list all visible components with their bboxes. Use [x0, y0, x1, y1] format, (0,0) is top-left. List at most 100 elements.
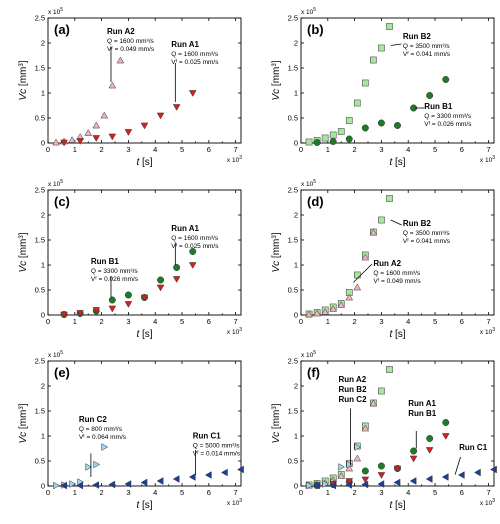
- plot-frame: [47, 17, 242, 144]
- y-tick-label: 1: [41, 261, 45, 270]
- x-axis-var: t: [136, 329, 142, 340]
- run-label: Run B1: [424, 102, 453, 111]
- data-point-a1: [140, 294, 149, 302]
- x-tick-label: 7: [487, 145, 491, 154]
- y-axis-unit-close: ]: [18, 403, 29, 406]
- data-point-c1: [409, 477, 417, 485]
- x-tick-label: 2: [353, 488, 357, 497]
- y-tick-label: 1.5: [288, 236, 298, 245]
- y-tick-label: 1: [294, 261, 298, 270]
- run-flow-rate: Q = 3300 mm³/s: [424, 113, 472, 120]
- y-axis-var: Vc: [18, 86, 29, 100]
- x-axis-var: t: [389, 500, 395, 511]
- run-label: Run C2: [339, 395, 368, 404]
- x-tick-label: 1: [73, 145, 77, 154]
- data-point-a1: [172, 276, 181, 283]
- x-scale-note: x 103: [480, 498, 495, 507]
- run-flow-rate: Q = 1600 mm³/s: [171, 51, 219, 58]
- data-point-c1: [377, 480, 385, 488]
- data-point-c1: [313, 481, 320, 490]
- x-tick-label: 6: [460, 488, 464, 497]
- data-point-b1: [442, 76, 450, 83]
- annotation-leader: [454, 456, 461, 475]
- data-point-b1: [108, 296, 116, 304]
- x-scale-note: x 103: [480, 327, 495, 336]
- run-velocity: Vᶠ = 0.025 mm/s: [171, 59, 219, 66]
- data-point-c2: [101, 443, 109, 451]
- x-tick-label: 2: [100, 488, 104, 497]
- y-tick-label: 0: [294, 311, 298, 320]
- panel-a: 0 1 2 3 4 5 6 7 0 0.5 1 1.5 2 2.5x 105 x 103 t [s] Vc [m…: [18, 7, 242, 168]
- y-axis-var: Vc: [271, 86, 282, 100]
- y-axis-unit-close: ]: [271, 403, 282, 406]
- panel-b: 0 1 2 3 4 5 6 7 0 0.5 1 1.5 2 2.5x 105 x 103 t [s] Vc [m…: [271, 7, 495, 168]
- x-axis-var: t: [389, 157, 395, 168]
- data-point-b1: [124, 291, 132, 299]
- y-tick-label: 2.5: [35, 14, 45, 23]
- y-tick-label: 1: [294, 432, 298, 441]
- y-axis-label: Vc [mm3]: [271, 232, 282, 272]
- y-axis-var: Vc: [18, 429, 29, 443]
- run-label: Run B2: [339, 385, 368, 394]
- data-point-c1: [108, 480, 116, 489]
- data-point-b1: [394, 122, 401, 129]
- data-point-b2: [378, 216, 385, 224]
- x-tick-label: 7: [487, 488, 491, 497]
- run-flow-rate: Q = 800 mm³/s: [79, 426, 123, 433]
- x-tick-label: 6: [460, 145, 464, 154]
- data-point-a1: [441, 433, 450, 440]
- data-point-a1: [108, 133, 117, 141]
- y-tick-label: 1.5: [35, 407, 45, 416]
- run-velocity: Vᶠ = 0.041 mm/s: [403, 51, 451, 58]
- x-tick-label: 5: [180, 317, 184, 326]
- data-point-b1: [361, 124, 369, 132]
- run-label: Run B2: [403, 219, 432, 228]
- data-point-c1: [474, 468, 481, 477]
- data-point-b2: [353, 271, 361, 279]
- data-point-b2: [353, 99, 361, 107]
- data-point-c1: [60, 481, 67, 490]
- data-point-b2: [305, 138, 313, 146]
- annotation-leader: [352, 263, 373, 283]
- data-point-b2: [321, 134, 329, 142]
- x-tick-label: 0: [299, 488, 303, 497]
- data-point-a1: [124, 301, 133, 308]
- y-tick-label: 2: [41, 211, 45, 220]
- data-point-b2: [386, 195, 393, 202]
- data-point-a1: [393, 465, 402, 473]
- y-axis-unit-close: ]: [18, 232, 29, 235]
- x-tick-label: 6: [460, 317, 464, 326]
- data-point-a1: [124, 129, 133, 136]
- x-tick-label: 6: [207, 145, 211, 154]
- y-axis-unit: [mm: [271, 410, 282, 429]
- y-scale-note: x 105: [48, 179, 63, 188]
- data-point-c2: [354, 443, 362, 451]
- data-point-c1: [172, 475, 180, 483]
- run-flow-rate: Q = 1600 mm³/s: [171, 235, 219, 242]
- data-point-b1: [189, 248, 197, 255]
- data-point-c2: [69, 480, 77, 488]
- run-velocity: Vᶠ = 0.049 mm/s: [107, 46, 155, 53]
- run-label: Run A1: [171, 40, 199, 49]
- plot-frame: [47, 189, 242, 316]
- x-scale-exp: 3: [492, 327, 495, 333]
- y-axis-unit-close: ]: [271, 60, 282, 63]
- data-point-a1: [188, 90, 197, 97]
- data-point-b2: [337, 128, 345, 135]
- x-tick-label: 1: [326, 488, 330, 497]
- x-tick-label: 4: [406, 145, 410, 154]
- x-axis-unit: [s]: [395, 157, 406, 168]
- panel-c: 0 1 2 3 4 5 6 7 0 0.5 1 1.5 2 2.5x 105 x 103 t [s] Vc [m…: [18, 179, 242, 340]
- data-point-b1: [377, 119, 385, 127]
- x-axis-var: t: [389, 329, 395, 340]
- plot-frame: [300, 17, 495, 144]
- x-axis-var: t: [136, 500, 142, 511]
- y-scale-exp: 5: [313, 7, 316, 13]
- y-axis-unit-exp: 3: [19, 406, 25, 410]
- data-point-a2: [369, 228, 378, 236]
- x-scale-exp: 3: [239, 327, 242, 333]
- x-axis-label: t [s]: [389, 329, 405, 340]
- y-tick-label: 0.5: [35, 114, 45, 123]
- data-point-b2: [378, 387, 385, 395]
